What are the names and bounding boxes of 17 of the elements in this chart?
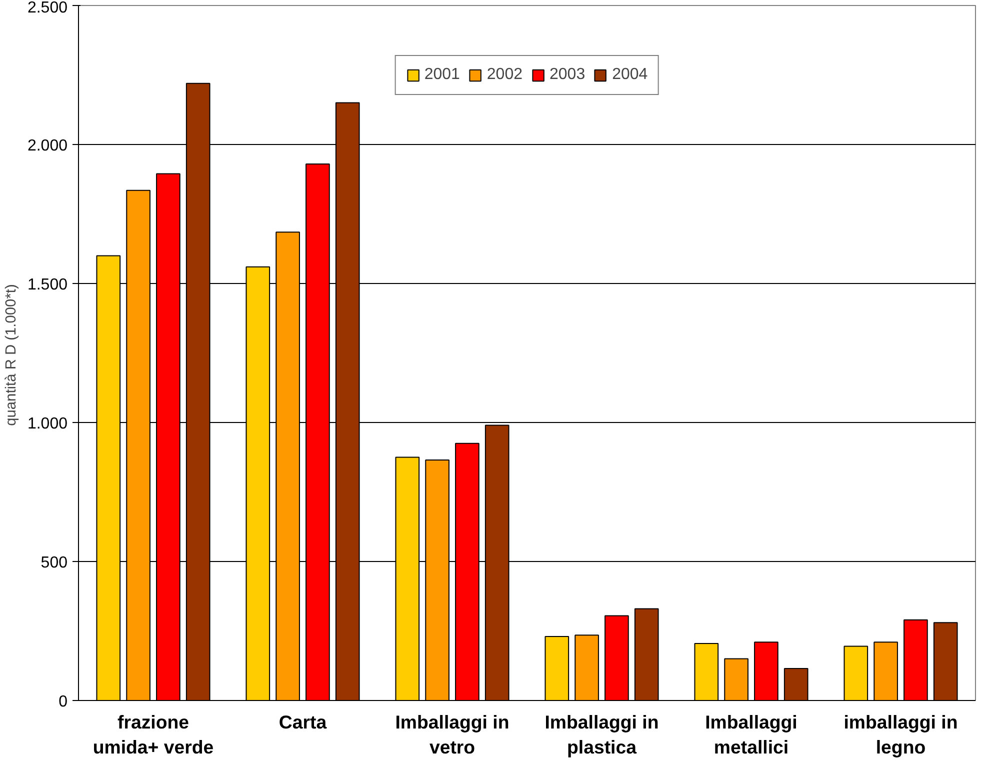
legend-label: 2002 [486, 66, 522, 84]
legend-label: 2003 [550, 66, 586, 84]
x-tick-label: Carta [278, 712, 328, 732]
x-tick-label: Imballaggi metallici [705, 712, 798, 758]
x-tick-label: frazione umida+ verde [92, 712, 214, 758]
x-tick-label: Imballaggi in vetro [395, 712, 510, 758]
y-axis-title: quantità R D (1.000*t) [3, 284, 20, 426]
y-tick-label: 2.000 [27, 138, 68, 154]
y-tick-label: 1.500 [27, 276, 68, 294]
y-tick-label: 2.500 [27, 0, 68, 16]
x-tick-label: imballaggi in legno [844, 712, 958, 758]
y-tick-label: 0 [58, 694, 68, 710]
x-tick-label: Imballaggi in plastica [544, 712, 659, 758]
y-tick-label: 1.000 [27, 416, 68, 432]
legend-label: 2001 [424, 66, 460, 84]
legend-label: 2004 [612, 66, 648, 84]
y-tick-label: 500 [40, 554, 68, 572]
